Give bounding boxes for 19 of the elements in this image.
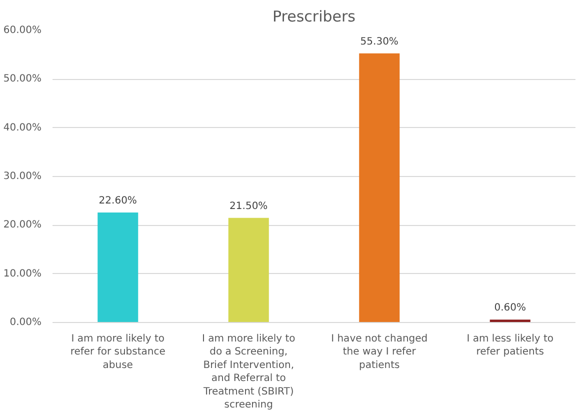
y-tick-label: 20.00%: [3, 220, 42, 231]
y-tick-label: 30.00%: [3, 171, 42, 182]
y-tick-label: 40.00%: [3, 122, 42, 134]
x-tick-label: I have not changed the way I refer patients: [331, 334, 428, 371]
data-label: 0.60%: [494, 302, 526, 314]
data-label: 55.30%: [360, 36, 398, 48]
data-label: 21.50%: [230, 200, 268, 212]
x-tick-label: I am less likely to refer patients: [466, 334, 554, 358]
x-tick-label: I am more likely to refer for substance abuse: [70, 334, 166, 371]
bar: [359, 53, 400, 322]
y-tick-label: 10.00%: [3, 268, 42, 280]
chart-title: Prescribers: [272, 8, 356, 26]
bar: [228, 218, 269, 322]
y-tick-label: 50.00%: [3, 74, 42, 85]
y-tick-label: 0.00%: [10, 317, 42, 328]
y-tick-label: 60.00%: [3, 25, 42, 36]
bar: [98, 212, 138, 322]
data-label: 22.60%: [98, 196, 137, 207]
x-tick-label: I am more likely to do a Screening, Brief Intervention, and Referral to Treatment (SBIRT) screening: [202, 334, 296, 410]
